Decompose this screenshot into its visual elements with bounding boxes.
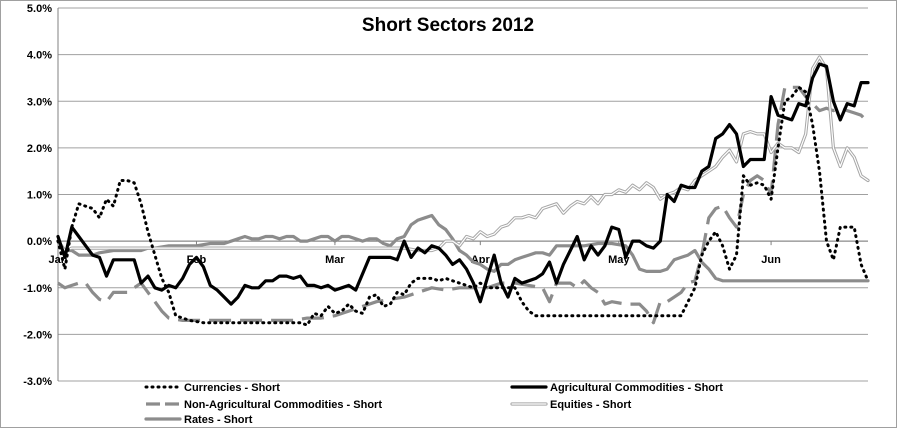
series-line-4 xyxy=(56,213,870,283)
y-tick-label: -3.0% xyxy=(23,376,52,388)
chart-title: Short Sectors 2012 xyxy=(362,15,534,36)
y-tick-label: 2.0% xyxy=(27,143,52,155)
legend-label: Equities - Short xyxy=(550,399,632,411)
x-tick-label: Jan xyxy=(49,254,68,266)
y-tick-label: -2.0% xyxy=(23,329,52,341)
series-lines xyxy=(56,55,870,327)
y-tick-label: -1.0% xyxy=(23,283,52,295)
legend-label: Non-Agricultural Commodities - Short xyxy=(184,399,382,411)
x-tick-label: Mar xyxy=(325,254,345,266)
y-tick-label: 0.0% xyxy=(27,236,52,248)
legend-label: Currencies - Short xyxy=(184,382,280,394)
legend-label: Rates - Short xyxy=(184,414,253,426)
legend: Currencies - Short Agricultural Commoditi… xyxy=(144,382,723,426)
y-tick-label: 5.0% xyxy=(27,3,52,15)
series-line-3-inner xyxy=(57,56,869,252)
y-tick-label: 1.0% xyxy=(27,190,52,202)
series-line-2 xyxy=(57,85,870,325)
legend-label: Agricultural Commodities - Short xyxy=(550,382,723,394)
x-tick-label: Jun xyxy=(761,254,781,266)
y-tick-label: 4.0% xyxy=(27,50,52,62)
series-line-1 xyxy=(56,62,870,306)
y-axis-ticks: 5.0% 4.0% 3.0% 2.0% 1.0% 0.0% -1.0% -2.0% -3.0% xyxy=(23,3,52,388)
x-axis-ticks: Jan Feb Mar Apr May Jun xyxy=(49,241,781,266)
y-tick-label: 3.0% xyxy=(27,96,52,108)
series-line-0 xyxy=(56,85,870,327)
